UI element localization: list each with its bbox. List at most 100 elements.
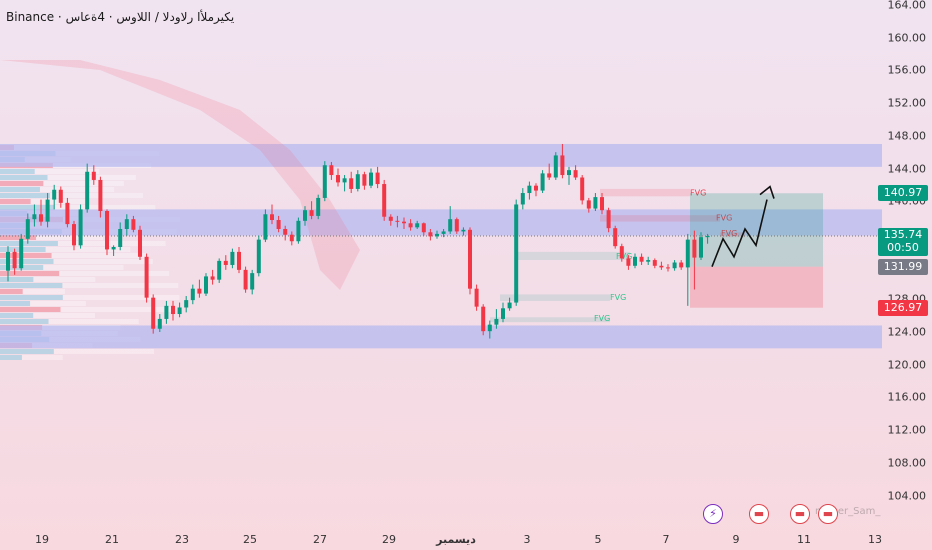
candle (98, 176, 103, 218)
us-flag-icon[interactable]: ▬ (818, 504, 838, 524)
candle-body (230, 251, 235, 265)
candle (408, 219, 413, 231)
candle-body (256, 239, 261, 274)
candle-body (342, 178, 347, 183)
volume-profile-bar (30, 301, 86, 306)
candle (652, 258, 657, 269)
volume-profile-bar (59, 271, 170, 276)
candle-body (217, 260, 222, 280)
candle (151, 294, 156, 334)
candle (171, 300, 175, 321)
candle-body (388, 216, 393, 221)
time-tick-label: 7 (662, 533, 670, 546)
us-flag-icon[interactable]: ▬ (790, 504, 810, 524)
candle (415, 220, 420, 229)
candle (580, 175, 585, 205)
volume-profile-bar (21, 355, 63, 360)
candle (296, 217, 301, 244)
candle (131, 215, 136, 233)
time-tick-label: 3 (523, 533, 531, 546)
candle-body (527, 185, 532, 194)
candle-body (151, 297, 156, 329)
candle (124, 214, 129, 236)
candle-body (12, 251, 17, 269)
volume-profile-bar (36, 235, 104, 240)
candle-body (204, 276, 208, 294)
candle-body (197, 288, 202, 294)
candle-body (250, 273, 255, 290)
candle (375, 166, 380, 189)
chart-area[interactable]: FVG FVG FVG FVG FVG FVG Binance · يكيرملأا رل… (0, 0, 882, 528)
candle-body (276, 220, 281, 229)
volume-profile-bar (0, 181, 44, 186)
candle (613, 225, 618, 249)
candle (32, 204, 37, 227)
volume-profile-bar (0, 259, 54, 264)
candle (560, 143, 565, 179)
fvg-label: FVG (690, 188, 706, 197)
candle-body (309, 210, 314, 216)
time-tick-label: 29 (382, 533, 396, 546)
volume-profile-bar (0, 277, 34, 282)
lightning-icon[interactable]: ⚡ (703, 504, 723, 524)
volume-profile-bar (0, 205, 55, 210)
candle (494, 309, 499, 329)
volume-profile-bar (53, 349, 154, 354)
candle (111, 245, 116, 256)
candle-body (19, 238, 24, 269)
candle-body (646, 260, 651, 262)
candle (91, 165, 96, 185)
candle-body (402, 221, 406, 224)
candle-body (52, 189, 57, 200)
candle-body (613, 228, 618, 247)
time-tick-label: ديسمبر (436, 533, 476, 546)
candle (78, 204, 83, 249)
candle-body (481, 306, 486, 332)
us-flag-icon[interactable]: ▬ (749, 504, 769, 524)
candle-body (362, 174, 367, 186)
candle-body (626, 258, 631, 266)
candle-body (210, 276, 215, 280)
candle (322, 161, 327, 202)
author-watermark: nasser_Sam_ (815, 506, 881, 517)
candle-body (408, 223, 413, 228)
candle-body (72, 224, 76, 246)
candle (19, 233, 24, 271)
candle (395, 215, 400, 228)
candle-body (118, 228, 123, 247)
time-tick-label: 11 (797, 533, 811, 546)
candle-body (534, 185, 538, 191)
candle-body (494, 318, 499, 325)
cloud-band (0, 60, 360, 290)
time-axis[interactable]: 19 21 23 25 27 29 ديسمبر 3 5 7 9 11 13 (0, 528, 882, 550)
time-tick-label: 9 (732, 533, 740, 546)
candle (679, 260, 684, 270)
volume-profile-bar (0, 235, 37, 240)
candle-body (296, 220, 301, 242)
candle-body (454, 219, 459, 232)
candle (237, 246, 241, 274)
fvg-zone (600, 215, 720, 222)
price-zone (0, 209, 882, 236)
price-tick-label: 164.00 (887, 0, 927, 12)
candle-body (593, 197, 598, 209)
candle-body (685, 239, 690, 268)
candle-body (349, 178, 354, 189)
candle-body (652, 260, 657, 266)
candle (210, 269, 215, 285)
candle (223, 255, 228, 270)
volume-profile-bar (0, 313, 34, 318)
volume-profile-bar (0, 289, 23, 294)
candle-body (58, 189, 63, 203)
candle (382, 179, 387, 221)
volume-profile-bar (60, 307, 173, 312)
candle-body (421, 223, 426, 233)
volume-profile-bar (47, 175, 136, 180)
price-chart[interactable]: FVG FVG FVG FVG FVG FVG (0, 0, 882, 528)
candle-body (124, 219, 129, 229)
candle-body (329, 165, 334, 176)
candle (619, 243, 624, 262)
candle (520, 188, 525, 210)
candle-body (144, 256, 149, 298)
candle (177, 302, 182, 318)
